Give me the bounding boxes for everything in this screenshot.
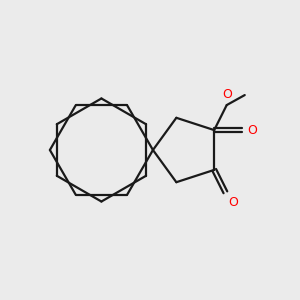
Text: O: O xyxy=(247,124,257,136)
Text: O: O xyxy=(228,196,238,209)
Text: O: O xyxy=(222,88,232,101)
